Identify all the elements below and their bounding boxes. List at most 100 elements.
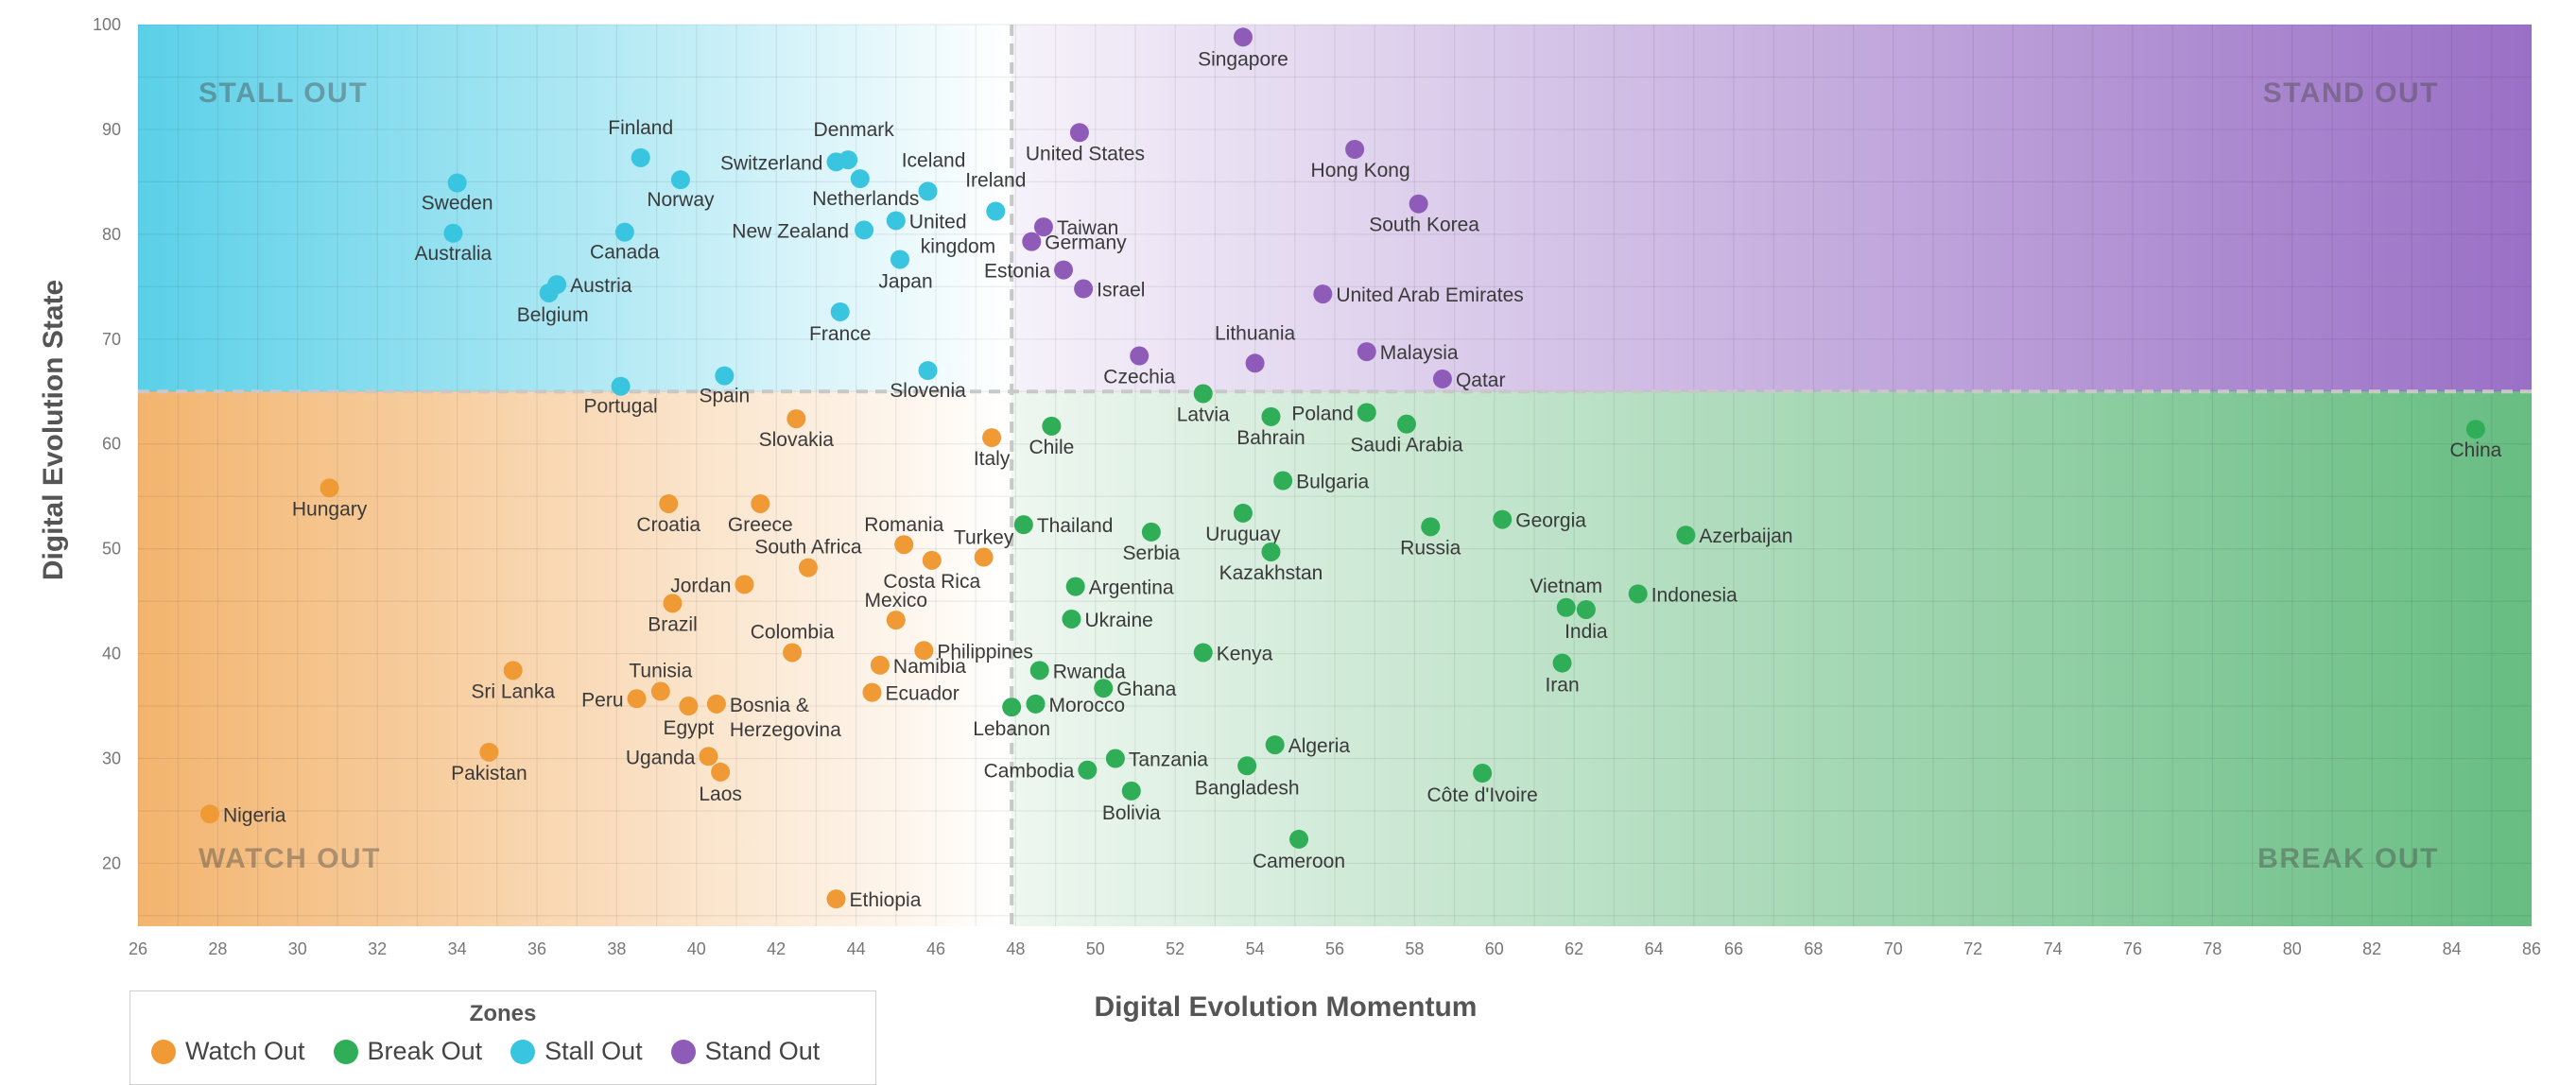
point-azerbaijan: Azerbaijan [1676, 525, 1793, 547]
point-philippines: Philippines [914, 641, 1033, 663]
point-ecuador: Ecuador [862, 682, 960, 705]
point-label: Ghana [1116, 679, 1176, 700]
point-label: Azerbaijan [1699, 525, 1792, 547]
point-cambodia: Cambodia [984, 760, 1098, 783]
point-marker [1421, 517, 1441, 537]
point-uruguay: Uruguay [1205, 503, 1281, 545]
point-portugal: Portugal [584, 376, 658, 418]
point-marker [918, 361, 938, 381]
point-marker [670, 170, 690, 190]
point-czechia: Czechia [1103, 346, 1175, 388]
point-label: Czechia [1103, 367, 1175, 388]
point-bolivia: Bolivia [1102, 781, 1161, 824]
point-marker [1033, 217, 1053, 237]
x-tick-label: 68 [1804, 939, 1823, 958]
point-label: Vietnam [1530, 576, 1602, 597]
point-indonesia: Indonesia [1628, 584, 1738, 606]
point-label: Mexico [865, 590, 928, 611]
point-label: India [1565, 621, 1608, 643]
point-marker [1628, 584, 1648, 604]
point-label: Egypt [664, 717, 715, 739]
point-egypt: Egypt [664, 697, 715, 739]
point-label: Japan [878, 270, 932, 292]
x-tick-label: 62 [1565, 939, 1583, 958]
point-label: Lithuania [1215, 322, 1296, 344]
point-brazil: Brazil [648, 594, 698, 635]
x-tick-label: 50 [1086, 939, 1105, 958]
point-marker [986, 201, 1006, 221]
point-hong-kong: Hong Kong [1311, 140, 1410, 181]
axis-titles: Digital Evolution Momentum Digital Evolu… [38, 280, 1478, 1023]
point-label: South Korea [1369, 215, 1479, 236]
point-marker [914, 641, 934, 661]
point-marker [850, 169, 870, 189]
point-label: Finland [608, 117, 673, 139]
point-label: Hungary [292, 498, 368, 520]
point-new-zealand: New Zealand [732, 220, 874, 242]
x-tick-label: 66 [1724, 939, 1743, 958]
point-label: Cambodia [984, 761, 1075, 783]
point-marker [1265, 735, 1285, 755]
point-south-africa: South Africa [754, 537, 862, 577]
point-marker [890, 250, 910, 269]
point-label: Namibia [893, 656, 966, 678]
point-marker [751, 493, 770, 513]
point-label: Sweden [422, 193, 493, 215]
point-marker [715, 366, 735, 386]
point-label: Estonia [984, 261, 1050, 283]
point-australia: Australia [415, 223, 493, 265]
point-marker [783, 643, 803, 663]
point-sweden: Sweden [422, 173, 493, 215]
point-japan: Japan [878, 250, 933, 292]
point-algeria: Algeria [1265, 735, 1350, 757]
point-label: Herzegovina [730, 719, 841, 741]
point-label: Singapore [1198, 48, 1288, 70]
point-iran: Iran [1545, 653, 1580, 697]
point-ghana: Ghana [1094, 679, 1177, 700]
point-marker [735, 575, 754, 594]
point-label: Cameroon [1253, 851, 1345, 872]
point-marker [1029, 661, 1049, 680]
point-qatar: Qatar [1432, 369, 1505, 391]
point-slovakia: Slovakia [759, 409, 834, 451]
point-label: Ecuador [885, 683, 959, 705]
x-tick-label: 84 [2443, 939, 2462, 958]
x-tick-label: 72 [1963, 939, 1982, 958]
zone-watch-out [138, 391, 1012, 926]
legend-swatch [670, 1039, 696, 1064]
point-marker [503, 661, 523, 680]
point-marker [1245, 353, 1265, 373]
point-malaysia: Malaysia [1357, 342, 1459, 364]
point-label: Chile [1029, 437, 1074, 458]
point-label: Norway [647, 189, 715, 211]
legend-title: Zones [469, 1001, 537, 1026]
point-croatia: Croatia [636, 493, 700, 536]
point-marker [711, 762, 731, 782]
point-marker [1396, 414, 1416, 434]
point-kazakhstan: Kazakhstan [1219, 542, 1323, 584]
point-marker [1357, 403, 1376, 422]
point-label: Poland [1291, 403, 1353, 424]
x-tick-label: 42 [767, 939, 786, 958]
legend-item-break: Break Out [333, 1037, 482, 1066]
point-morocco: Morocco [1026, 694, 1125, 716]
x-tick-label: 76 [2123, 939, 2142, 958]
point-marker [918, 181, 938, 201]
point-marker [1409, 194, 1428, 214]
point-marker [447, 173, 467, 193]
point-label: Bangladesh [1195, 777, 1300, 799]
point-label: Croatia [636, 514, 700, 536]
point-marker [1105, 749, 1125, 768]
point-costa-rica: Costa Rica [883, 550, 980, 593]
point-label: Bahrain [1236, 427, 1305, 449]
point-kenya: Kenya [1193, 643, 1273, 664]
x-tick-label: 46 [926, 939, 945, 958]
x-tick-label: 38 [607, 939, 626, 958]
point-ireland: Ireland [965, 169, 1026, 221]
point-label: United [909, 211, 967, 232]
point-marker [894, 535, 914, 555]
point-mexico: Mexico [865, 590, 928, 630]
point-label: Bolivia [1102, 802, 1161, 824]
x-tick-label: 78 [2203, 939, 2222, 958]
